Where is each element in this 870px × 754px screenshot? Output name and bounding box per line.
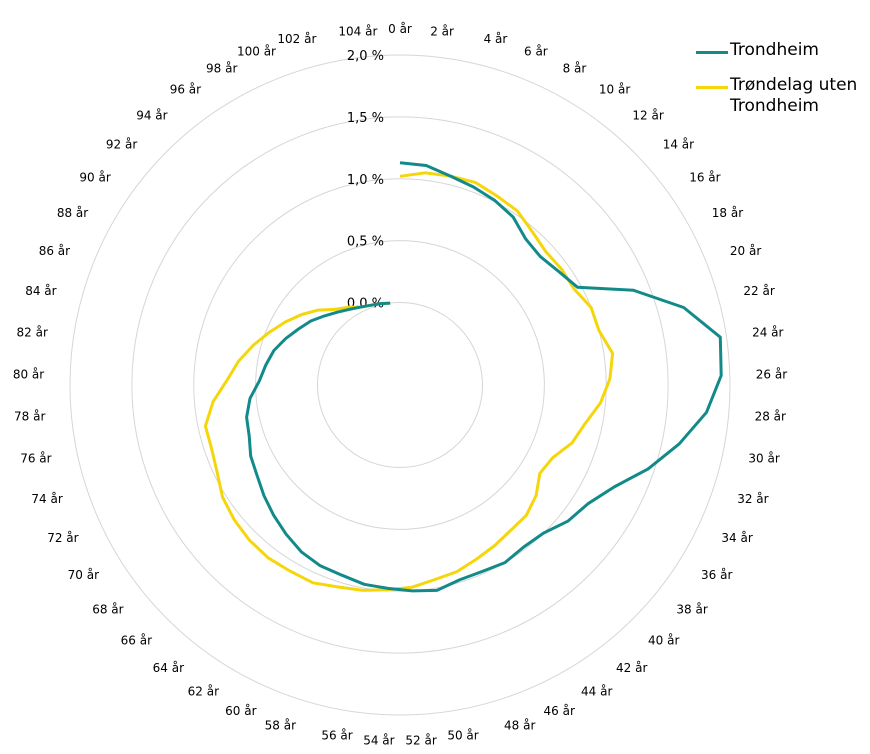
category-label: 78 år bbox=[14, 410, 45, 424]
category-label: 36 år bbox=[701, 568, 732, 582]
category-label: 94 år bbox=[136, 108, 167, 122]
category-label: 0 år bbox=[388, 22, 412, 36]
legend-swatch-trondheim bbox=[696, 51, 728, 54]
legend-label-trondheim: Trondheim bbox=[730, 40, 819, 60]
category-label: 86 år bbox=[39, 244, 70, 258]
legend-item-trondheim: Trondheim bbox=[696, 40, 866, 61]
category-label: 24 år bbox=[752, 325, 783, 339]
category-label: 16 år bbox=[689, 171, 720, 185]
series-line-trondheim bbox=[245, 161, 723, 593]
radial-tick-label: 1,0 % bbox=[347, 173, 384, 188]
legend-item-trondelag: Trøndelag uten Trondheim bbox=[696, 75, 866, 117]
category-label: 10 år bbox=[599, 83, 630, 97]
category-label: 6 år bbox=[524, 44, 548, 58]
category-label: 72 år bbox=[47, 531, 78, 545]
category-label: 56 år bbox=[321, 728, 352, 742]
category-label: 58 år bbox=[265, 719, 296, 733]
radar-grid bbox=[69, 54, 731, 716]
category-label: 100 år bbox=[237, 44, 276, 58]
radial-tick-label: 1,5 % bbox=[347, 111, 384, 126]
grid-ring bbox=[317, 302, 483, 468]
category-label: 34 år bbox=[721, 531, 752, 545]
radial-tick-label: 0,5 % bbox=[347, 235, 384, 250]
category-label: 80 år bbox=[13, 368, 44, 382]
category-label: 68 år bbox=[92, 602, 123, 616]
radial-tick-label: 2,0 % bbox=[347, 49, 384, 64]
category-label: 30 år bbox=[748, 451, 779, 465]
legend-swatch-trondelag bbox=[696, 86, 728, 89]
category-label: 90 år bbox=[79, 171, 110, 185]
category-label: 102 år bbox=[277, 32, 316, 46]
category-label: 28 år bbox=[755, 410, 786, 424]
category-label: 92 år bbox=[106, 138, 137, 152]
category-label: 76 år bbox=[20, 451, 51, 465]
category-label: 46 år bbox=[544, 704, 575, 718]
category-label: 8 år bbox=[563, 61, 587, 75]
category-label: 42 år bbox=[616, 661, 647, 675]
category-label: 18 år bbox=[712, 206, 743, 220]
category-label: 98 år bbox=[206, 61, 237, 75]
category-label: 12 år bbox=[632, 108, 663, 122]
category-label: 104 år bbox=[338, 25, 377, 39]
category-label: 74 år bbox=[31, 492, 62, 506]
grid-ring bbox=[131, 116, 669, 654]
category-label: 60 år bbox=[225, 704, 256, 718]
radial-axis-labels: 0,0 %0,5 %1,0 %1,5 %2,0 % bbox=[347, 49, 384, 312]
series-lines bbox=[203, 161, 723, 593]
category-label: 4 år bbox=[484, 32, 508, 46]
category-label: 82 år bbox=[17, 325, 48, 339]
category-label: 40 år bbox=[648, 633, 679, 647]
category-label: 88 år bbox=[57, 206, 88, 220]
category-label: 44 år bbox=[581, 685, 612, 699]
category-label: 20 år bbox=[730, 244, 761, 258]
legend-label-trondelag: Trøndelag uten Trondheim bbox=[730, 75, 858, 116]
category-label: 64 år bbox=[153, 661, 184, 675]
category-label: 22 år bbox=[743, 284, 774, 298]
category-label: 48 år bbox=[504, 719, 535, 733]
category-label: 26 år bbox=[756, 368, 787, 382]
category-label: 66 år bbox=[121, 633, 152, 647]
grid-ring bbox=[255, 240, 545, 530]
category-label: 70 år bbox=[68, 568, 99, 582]
category-label: 2 år bbox=[430, 25, 454, 39]
category-label: 32 år bbox=[737, 492, 768, 506]
category-label: 50 år bbox=[447, 728, 478, 742]
grid-ring bbox=[69, 54, 731, 716]
category-label: 62 år bbox=[188, 685, 219, 699]
category-label: 54 år bbox=[363, 733, 394, 747]
category-label: 84 år bbox=[25, 284, 56, 298]
category-label: 14 år bbox=[663, 138, 694, 152]
category-label: 96 år bbox=[170, 83, 201, 97]
legend: Trondheim Trøndelag uten Trondheim bbox=[696, 40, 866, 131]
category-label: 52 år bbox=[405, 733, 436, 747]
category-label: 38 år bbox=[676, 602, 707, 616]
